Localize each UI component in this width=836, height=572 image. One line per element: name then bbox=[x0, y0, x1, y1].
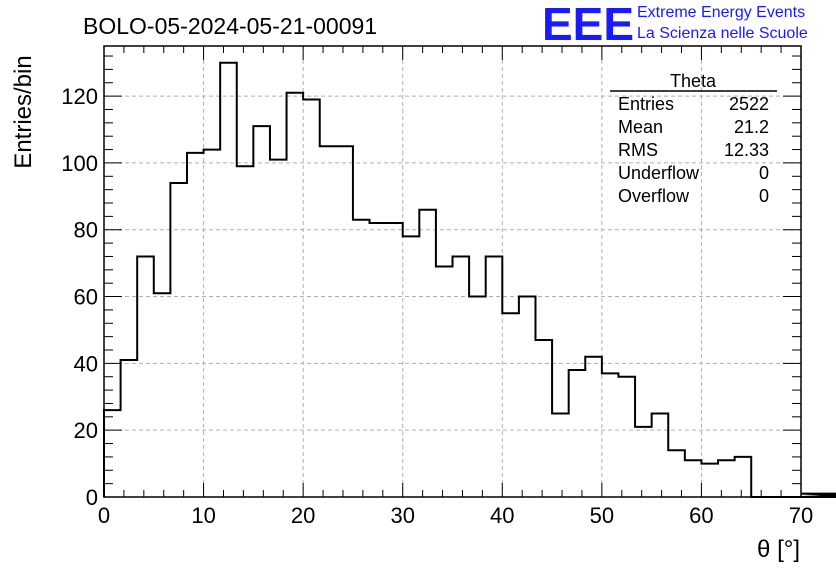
x-tick-label: 0 bbox=[98, 503, 110, 528]
y-tick-label: 80 bbox=[74, 218, 98, 243]
y-tick-label: 100 bbox=[61, 151, 98, 176]
chart-title: BOLO-05-2024-05-21-00091 bbox=[83, 13, 377, 39]
logo-line2: La Scienza nelle Scuole bbox=[637, 25, 808, 42]
x-tick-label: 40 bbox=[490, 503, 514, 528]
x-tick-label: 20 bbox=[291, 503, 315, 528]
x-tick-label: 50 bbox=[590, 503, 614, 528]
stats-value: 21.2 bbox=[734, 117, 769, 137]
y-tick-label: 60 bbox=[74, 285, 98, 310]
tick-labels: 0 10 20 30 40 50 60 70 0 20 40 60 80 100 120 bbox=[61, 84, 813, 528]
x-tick-label: 60 bbox=[689, 503, 713, 528]
histogram-line bbox=[103, 61, 836, 498]
y-tick-label: 20 bbox=[74, 418, 98, 443]
x-axis-label: θ [°] bbox=[757, 536, 800, 563]
plot-frame bbox=[103, 45, 802, 498]
stats-label: RMS bbox=[618, 140, 658, 160]
y-axis-label: Entries/bin bbox=[10, 55, 37, 168]
stats-label: Underflow bbox=[618, 163, 700, 183]
stats-rows: Entries 2522 Mean 21.2 RMS 12.33 Underflow 0 Ove… bbox=[618, 94, 769, 206]
x-tick-label: 10 bbox=[191, 503, 215, 528]
x-tick-label: 70 bbox=[789, 503, 813, 528]
logo-mark: EEE bbox=[542, 0, 634, 50]
stats-label: Overflow bbox=[618, 186, 690, 206]
x-tick-label: 30 bbox=[390, 503, 414, 528]
stats-value: 0 bbox=[759, 186, 769, 206]
y-tick-label: 40 bbox=[74, 351, 98, 376]
stats-label: Entries bbox=[618, 94, 674, 114]
logo-line1: Extreme Energy Events bbox=[637, 4, 805, 21]
y-tick-label: 120 bbox=[61, 84, 98, 109]
grid-lines bbox=[104, 46, 801, 497]
stats-label: Mean bbox=[618, 117, 663, 137]
stats-box: Theta Entries 2522 Mean 21.2 RMS 12.33 Underfl… bbox=[610, 71, 777, 206]
stats-value: 12.33 bbox=[724, 140, 769, 160]
stats-title: Theta bbox=[670, 71, 717, 91]
eee-logo: EEE Extreme Energy Events La Scienza nel… bbox=[542, 0, 808, 50]
axis-ticks bbox=[103, 46, 802, 498]
stats-value: 2522 bbox=[729, 94, 769, 114]
stats-value: 0 bbox=[759, 163, 769, 183]
y-tick-label: 0 bbox=[86, 485, 98, 510]
